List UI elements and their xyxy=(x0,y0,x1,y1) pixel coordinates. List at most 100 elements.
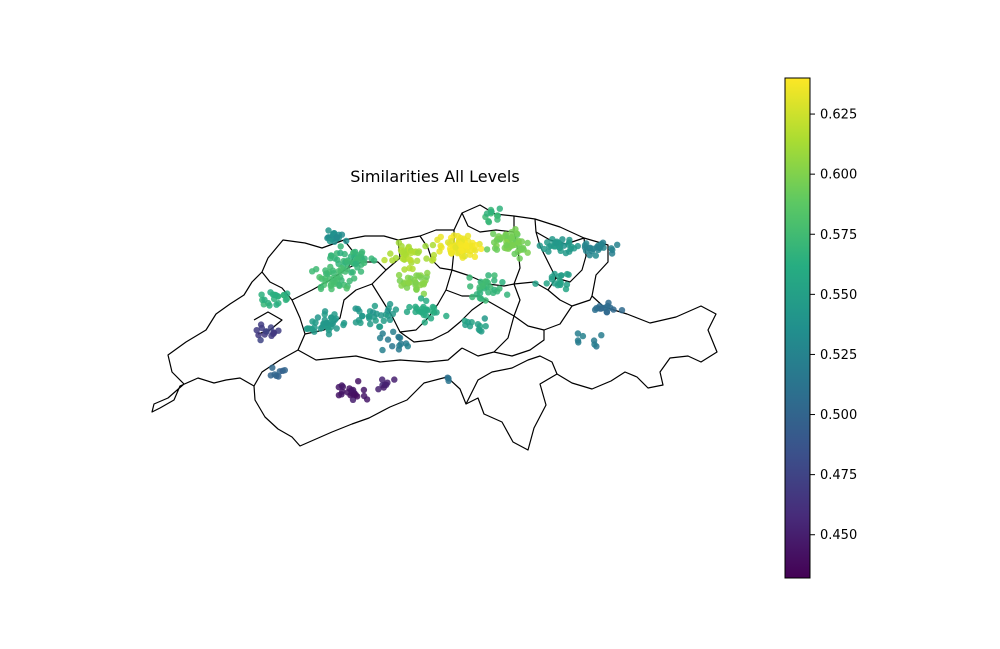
similarity-point xyxy=(508,229,515,236)
similarity-point xyxy=(485,289,492,296)
similarity-point xyxy=(328,314,335,321)
similarity-point xyxy=(327,255,334,262)
similarity-point xyxy=(414,249,422,256)
similarity-point xyxy=(282,296,290,304)
similarity-point xyxy=(386,316,394,323)
similarity-point xyxy=(545,248,552,255)
similarity-point xyxy=(333,325,340,332)
similarity-point xyxy=(427,315,435,322)
similarity-point xyxy=(355,378,362,385)
similarity-point xyxy=(466,251,474,258)
similarity-point xyxy=(358,250,365,257)
similarity-point xyxy=(414,257,421,264)
similarity-point xyxy=(467,283,474,290)
similarity-point xyxy=(461,317,468,325)
similarity-point xyxy=(384,336,392,343)
similarity-point xyxy=(396,342,403,349)
similarity-point xyxy=(360,386,368,394)
similarity-point xyxy=(543,280,550,287)
similarity-point xyxy=(383,381,390,388)
similarity-point xyxy=(270,329,278,337)
similarity-point xyxy=(485,218,493,226)
similarity-point xyxy=(417,295,425,302)
similarity-point xyxy=(314,314,322,321)
similarity-point xyxy=(488,208,495,216)
similarity-point xyxy=(281,367,288,374)
similarity-point xyxy=(412,308,419,316)
similarity-point xyxy=(359,312,366,320)
similarity-point xyxy=(376,323,384,330)
similarity-point xyxy=(284,290,291,297)
similarity-point xyxy=(418,309,426,316)
similarity-point xyxy=(490,239,498,246)
similarity-point xyxy=(565,239,573,246)
similarity-point xyxy=(316,274,323,281)
similarity-point xyxy=(610,306,617,313)
similarity-point xyxy=(405,279,412,286)
similarity-point xyxy=(422,242,429,250)
similarity-point xyxy=(325,331,333,338)
similarity-point xyxy=(423,297,430,304)
canton-border xyxy=(445,283,521,317)
similarity-point xyxy=(303,325,311,332)
colorbar-tick-label: 0.575 xyxy=(820,228,857,243)
similarity-point xyxy=(343,237,350,245)
similarity-point xyxy=(471,253,479,260)
similarity-point xyxy=(271,291,278,299)
similarity-point xyxy=(562,249,570,257)
canton-border xyxy=(465,355,558,405)
similarity-point xyxy=(319,324,326,331)
similarity-point xyxy=(452,244,459,251)
similarity-point xyxy=(557,279,564,286)
similarity-point xyxy=(504,291,511,298)
similarity-point xyxy=(391,376,398,383)
similarity-point xyxy=(618,307,626,314)
similarity-point xyxy=(357,268,365,275)
similarity-point xyxy=(520,246,527,253)
similarity-point xyxy=(387,250,394,257)
similarity-point xyxy=(404,343,411,350)
similarity-point xyxy=(476,284,483,291)
similarity-point xyxy=(482,323,489,330)
similarity-point xyxy=(598,332,605,339)
similarity-point xyxy=(267,324,275,331)
similarity-point xyxy=(592,252,599,259)
similarity-point xyxy=(608,245,615,252)
similarity-point xyxy=(333,273,341,281)
similarity-point xyxy=(326,237,334,245)
similarity-point xyxy=(483,246,491,253)
similarity-point xyxy=(355,256,363,263)
similarity-point xyxy=(338,391,345,398)
similarity-point xyxy=(472,247,479,254)
similarity-point xyxy=(343,285,350,292)
similarity-point xyxy=(403,284,411,291)
similarity-point xyxy=(464,232,472,240)
similarity-point xyxy=(458,252,466,259)
similarity-points xyxy=(253,205,626,403)
similarity-point xyxy=(491,277,498,284)
similarity-point xyxy=(386,300,394,308)
similarity-point xyxy=(574,330,582,337)
similarity-point xyxy=(257,336,264,344)
colorbar-tick-label: 0.500 xyxy=(820,408,857,423)
similarity-point xyxy=(551,280,558,287)
similarity-point xyxy=(375,386,382,393)
similarity-point xyxy=(462,242,470,249)
similarity-point xyxy=(370,257,378,264)
similarity-point xyxy=(552,240,560,247)
similarity-point xyxy=(398,282,405,289)
similarity-point xyxy=(448,250,455,257)
map-title: Similarities All Levels xyxy=(350,167,519,186)
colorbar-gradient xyxy=(784,77,811,579)
similarity-point xyxy=(485,272,492,279)
similarity-point xyxy=(354,305,362,313)
similarity-point xyxy=(421,319,428,326)
similarity-point xyxy=(342,268,349,275)
similarity-point xyxy=(396,277,404,284)
similarity-point xyxy=(337,249,344,257)
similarity-point xyxy=(589,245,597,252)
similarity-point xyxy=(404,274,412,281)
similarity-point xyxy=(261,296,268,303)
similarity-point xyxy=(406,303,413,311)
